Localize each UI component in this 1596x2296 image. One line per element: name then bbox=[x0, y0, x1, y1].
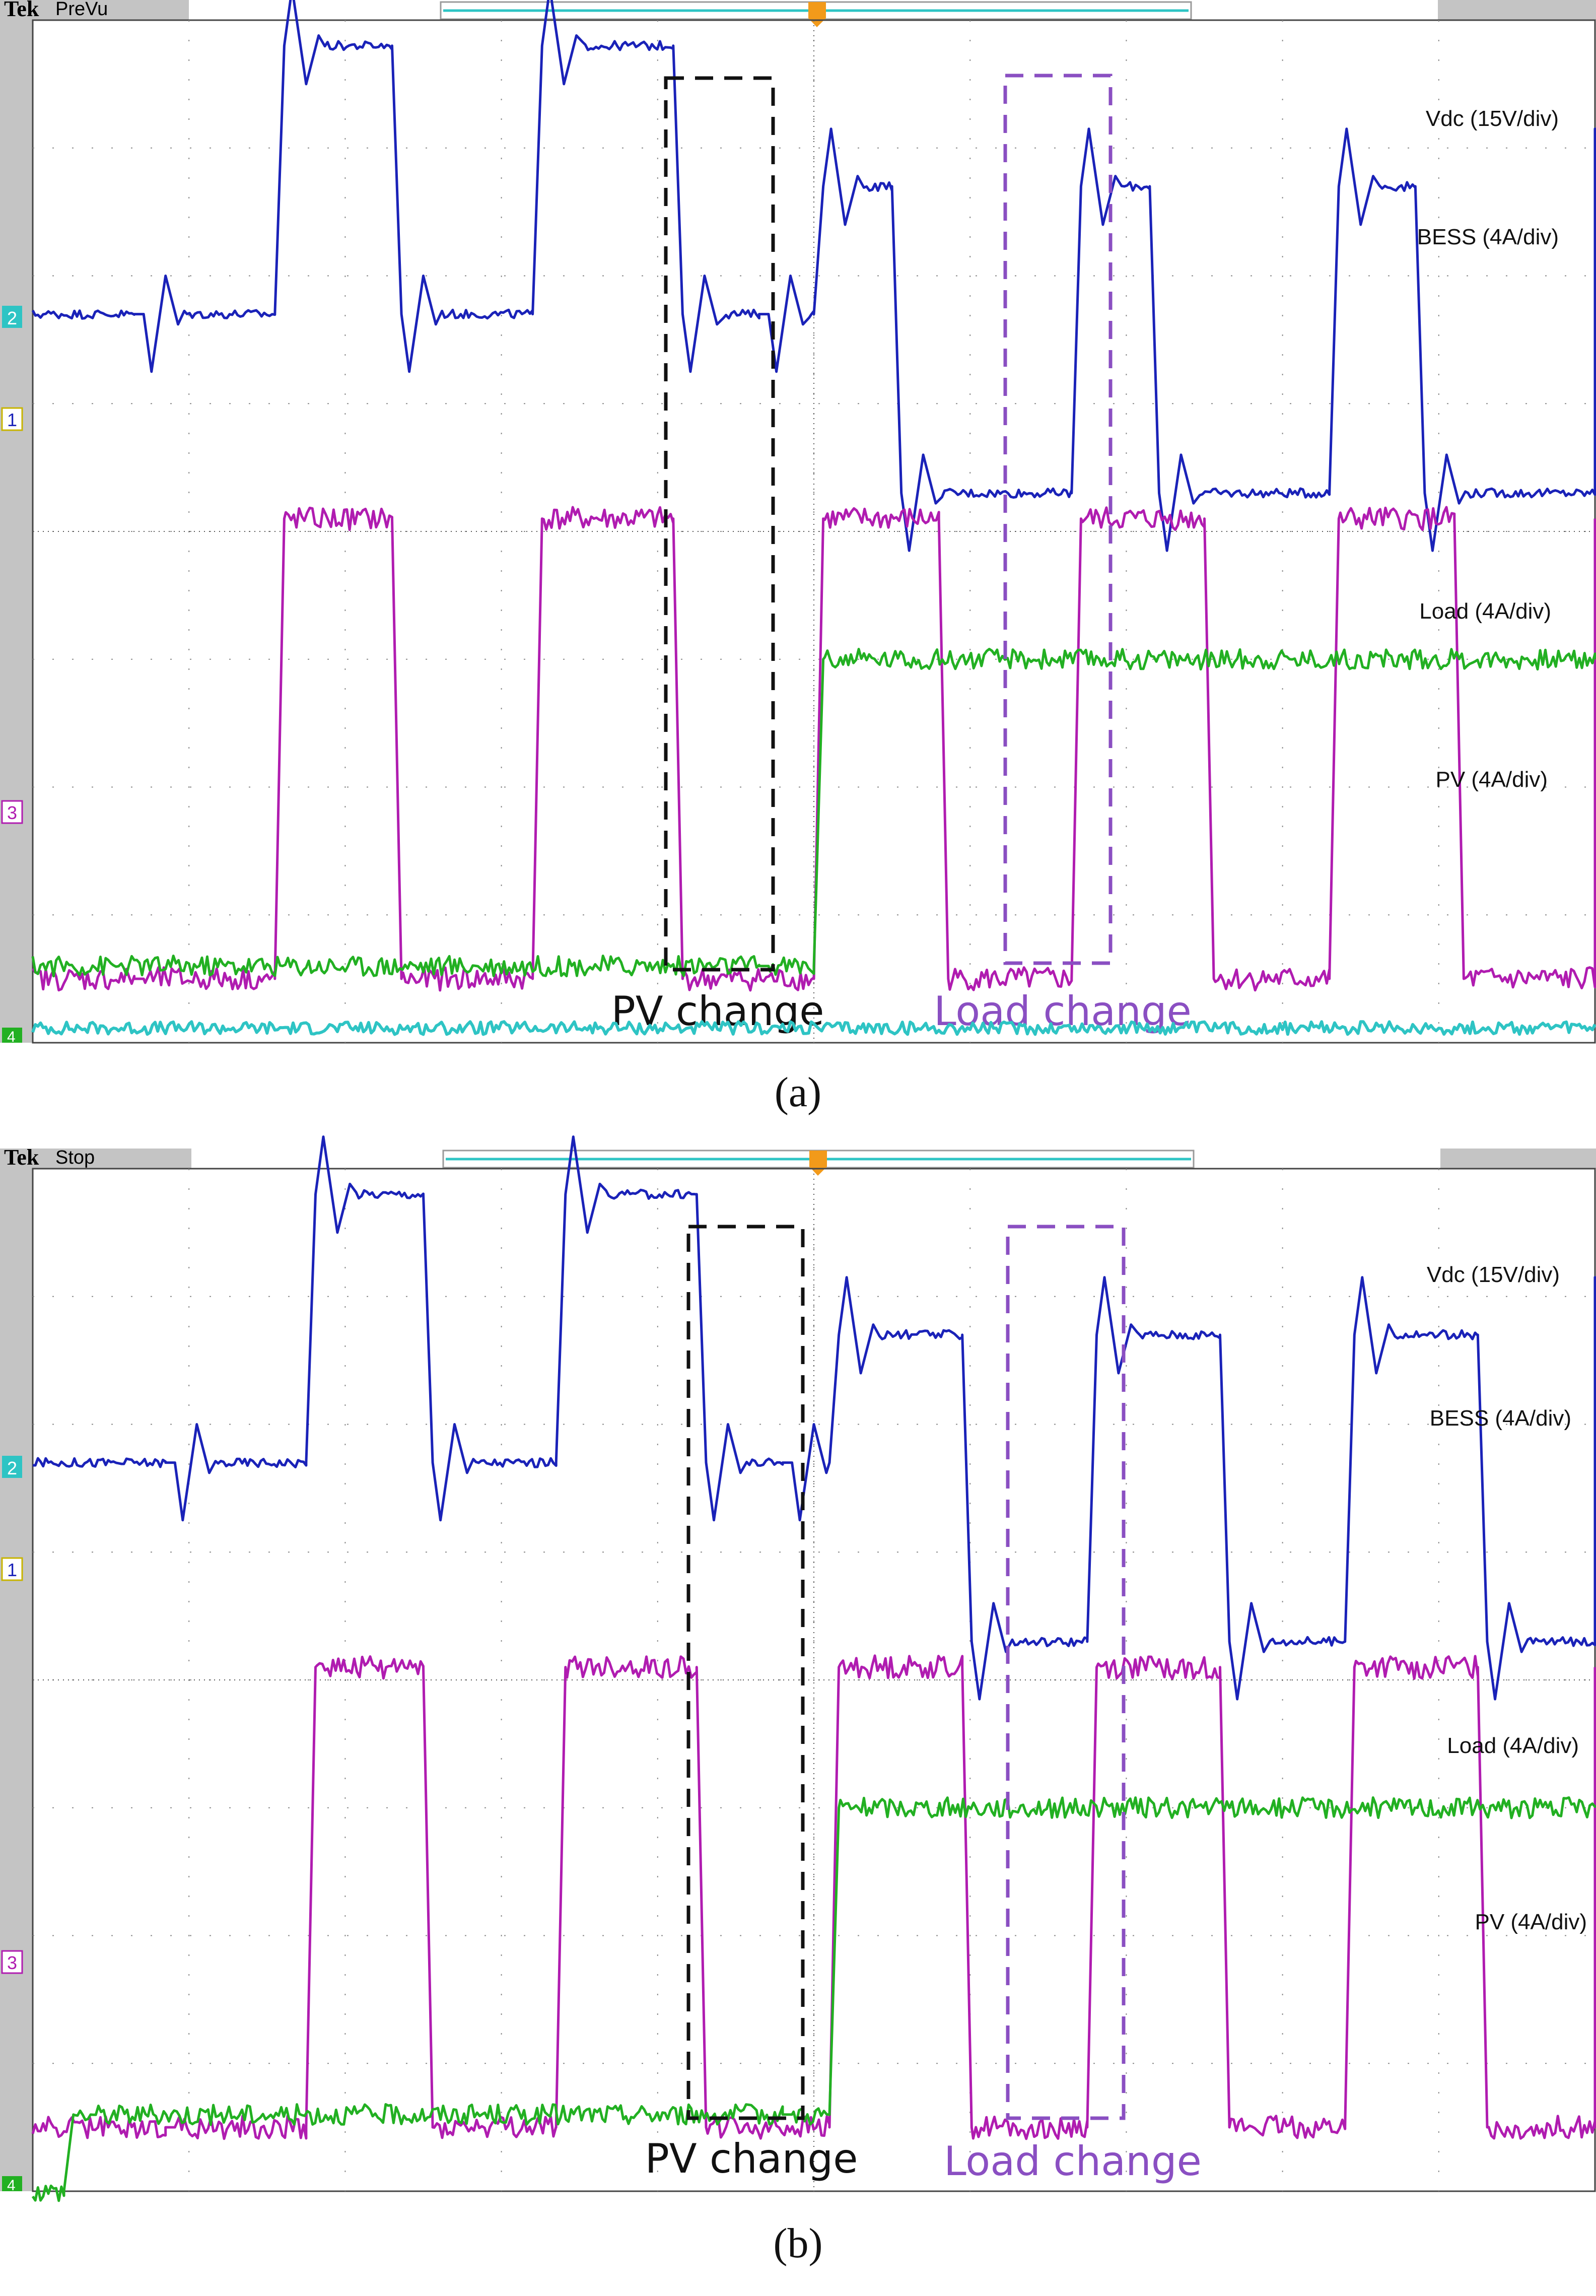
channel-2-marker[interactable]: 2 bbox=[2, 306, 22, 328]
channel-4-marker[interactable]: 4 bbox=[2, 1028, 22, 1045]
panel-b: Tek Stop 2 1 3 4 Vdc (15V/div) BESS (4A/… bbox=[0, 1020, 1596, 2202]
status-bar-right bbox=[1440, 1149, 1596, 1169]
status-bar-right bbox=[1438, 0, 1596, 20]
vdc-label: Vdc (15V/div) bbox=[1427, 1262, 1560, 1287]
bess-trace bbox=[33, 1135, 1596, 1701]
waveform-traces bbox=[31, 1020, 1596, 2202]
waveform-traces bbox=[31, 0, 1596, 992]
status-bar-left bbox=[0, 1149, 191, 1169]
graticule bbox=[33, 20, 1595, 1043]
panel-a: Tek PreVu 2 1 3 4 Vdc (15V/div) BESS (4A… bbox=[0, 0, 1596, 1045]
svg-text:2: 2 bbox=[7, 308, 17, 328]
bess-label: BESS (4A/div) bbox=[1430, 1406, 1571, 1431]
channel-1-marker[interactable]: 1 bbox=[1, 407, 23, 431]
left-channel-strip bbox=[0, 20, 33, 1043]
channel-3-marker[interactable]: 3 bbox=[1, 1950, 23, 1974]
load-label: Load (4A/div) bbox=[1419, 599, 1551, 624]
svg-text:3: 3 bbox=[7, 1952, 17, 1973]
pv-trace bbox=[31, 648, 1596, 978]
status-bar-left bbox=[0, 0, 189, 20]
pv-label: PV (4A/div) bbox=[1475, 1910, 1587, 1934]
load-trace bbox=[31, 1654, 1596, 2140]
load-trace bbox=[31, 506, 1596, 992]
load-change-annotation: Load change bbox=[944, 2138, 1202, 2185]
svg-text:4: 4 bbox=[7, 2177, 16, 2194]
pv-label: PV (4A/div) bbox=[1435, 767, 1548, 792]
channel-1-marker[interactable]: 1 bbox=[1, 1557, 23, 1581]
pv-change-box bbox=[664, 76, 775, 972]
svg-text:1: 1 bbox=[7, 410, 17, 430]
svg-text:4: 4 bbox=[7, 1029, 16, 1045]
svg-text:1: 1 bbox=[7, 1560, 17, 1580]
vdc-label: Vdc (15V/div) bbox=[1426, 106, 1559, 131]
caption-a: (a) bbox=[774, 1069, 822, 1116]
bess-trace bbox=[31, 0, 1596, 552]
graticule bbox=[33, 1169, 1595, 2191]
channel-4-marker[interactable]: 4 bbox=[2, 2176, 22, 2194]
vdc-trace bbox=[31, 1020, 1596, 1036]
acquisition-status: Stop bbox=[55, 1147, 95, 1168]
pv-change-annotation: PV change bbox=[645, 2135, 858, 2182]
svg-text:2: 2 bbox=[7, 1458, 17, 1478]
acquisition-status: PreVu bbox=[55, 0, 108, 20]
caption-b: (b) bbox=[773, 2220, 823, 2267]
left-channel-strip bbox=[0, 1169, 33, 2191]
bess-label: BESS (4A/div) bbox=[1417, 225, 1559, 249]
channel-2-marker[interactable]: 2 bbox=[2, 1456, 22, 1478]
load-change-box bbox=[1006, 1225, 1126, 2120]
channel-3-marker[interactable]: 3 bbox=[1, 800, 23, 824]
pv-change-box bbox=[686, 1225, 805, 2120]
tek-logo: Tek bbox=[4, 0, 39, 21]
tek-logo: Tek bbox=[4, 1145, 39, 1170]
svg-text:3: 3 bbox=[7, 802, 17, 823]
load-label: Load (4A/div) bbox=[1447, 1733, 1579, 1758]
pv-trace bbox=[31, 1796, 1596, 2202]
